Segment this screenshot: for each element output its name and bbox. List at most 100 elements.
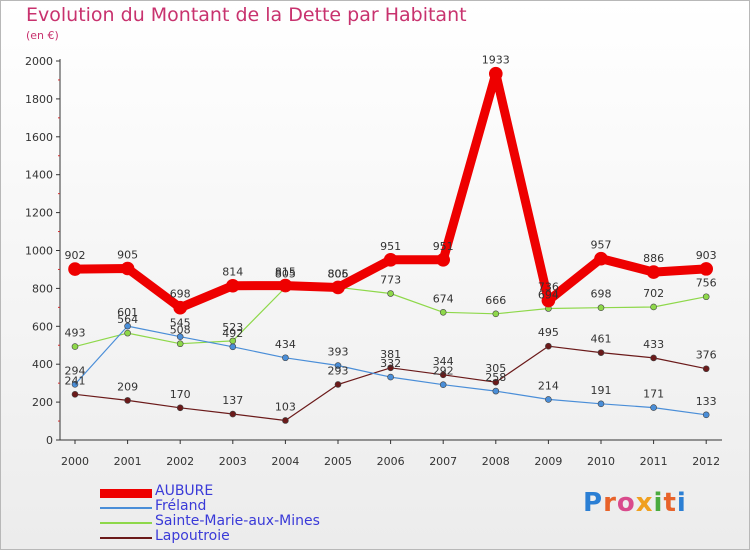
data-point-fr-land <box>334 362 342 369</box>
data-label-lapoutroie: 241 <box>65 374 86 387</box>
data-label-fr-land: 492 <box>222 327 243 340</box>
y-tick-label: 400 <box>32 358 53 371</box>
data-point-aubure <box>594 251 608 266</box>
x-tick-label: 2009 <box>534 455 562 468</box>
data-label-aubure: 1933 <box>482 54 510 67</box>
logo-letter: i <box>676 488 687 518</box>
y-tick-label: 200 <box>32 396 53 409</box>
data-label-sainte-marie-aux-mines: 805 <box>275 267 296 280</box>
data-label-sainte-marie-aux-mines: 756 <box>696 277 717 290</box>
data-label-sainte-marie-aux-mines: 564 <box>117 313 138 326</box>
data-label-fr-land: 545 <box>170 317 191 330</box>
data-label-sainte-marie-aux-mines: 698 <box>591 288 612 301</box>
data-point-fr-land <box>702 411 710 419</box>
logo-letter: o <box>616 488 636 518</box>
data-label-lapoutroie: 344 <box>433 355 454 368</box>
data-label-aubure: 886 <box>643 252 664 265</box>
legend-label: AUBURE <box>155 483 214 499</box>
data-point-aubure <box>68 262 82 276</box>
legend-label: Fréland <box>155 498 207 514</box>
data-point-aubure <box>120 261 135 276</box>
data-point-aubure <box>541 293 556 308</box>
data-point-fr-land <box>650 404 657 411</box>
data-label-lapoutroie: 293 <box>328 364 349 377</box>
axes: 0 200 400 600 800 1000 1200 1400 1600 1800 2000 200… <box>25 55 722 468</box>
data-point-sainte-marie-aux-mines <box>597 304 605 312</box>
y-tick-label: 1200 <box>25 207 53 220</box>
data-point-fr-land <box>545 396 552 403</box>
x-tick-label: 2006 <box>377 455 405 468</box>
data-label-sainte-marie-aux-mines: 702 <box>643 287 664 300</box>
data-point-sainte-marie-aux-mines <box>492 310 500 318</box>
data-labels: 241 209 170 137 103 293 381 344 305 495 461 433 376 4… <box>65 54 717 414</box>
x-tick-label: 2000 <box>61 455 89 468</box>
data-point-sainte-marie-aux-mines <box>124 329 131 337</box>
data-point-fr-land <box>124 322 131 330</box>
data-point-fr-land <box>387 373 394 381</box>
logo-letter: i <box>653 488 664 518</box>
data-point-aubure <box>331 280 345 295</box>
data-label-lapoutroie: 305 <box>485 362 506 375</box>
logo-letter: t <box>663 488 677 518</box>
data-label-sainte-marie-aux-mines: 666 <box>485 294 506 307</box>
data-label-aubure: 902 <box>65 249 86 262</box>
data-label-lapoutroie: 137 <box>222 394 243 407</box>
data-point-lapoutroie <box>282 417 289 424</box>
data-point-lapoutroie <box>387 364 394 372</box>
series-layer <box>68 66 714 424</box>
data-point-lapoutroie <box>334 381 342 388</box>
data-point-lapoutroie <box>439 371 447 379</box>
legend-swatch <box>100 522 152 524</box>
data-label-lapoutroie: 495 <box>538 326 559 339</box>
data-point-sainte-marie-aux-mines <box>387 290 394 297</box>
x-tick-label: 2010 <box>587 455 615 468</box>
data-point-aubure <box>226 278 240 293</box>
data-label-lapoutroie: 170 <box>170 388 191 401</box>
data-label-fr-land: 294 <box>65 364 86 377</box>
data-point-lapoutroie <box>229 410 237 418</box>
data-point-aubure <box>383 252 398 267</box>
data-label-sainte-marie-aux-mines: 508 <box>170 324 191 337</box>
data-label-sainte-marie-aux-mines: 773 <box>380 274 401 287</box>
data-label-fr-land: 601 <box>117 306 138 319</box>
data-label-aubure: 698 <box>170 288 191 301</box>
legend-swatch <box>100 537 152 539</box>
data-point-fr-land <box>71 380 79 388</box>
x-tick-label: 2004 <box>271 455 299 468</box>
data-label-aubure: 957 <box>591 239 612 252</box>
data-label-aubure: 736 <box>538 281 559 294</box>
unit-label: (en €) <box>26 29 59 42</box>
data-label-fr-land: 191 <box>591 384 612 397</box>
legend-swatch <box>100 488 152 498</box>
data-label-aubure: 951 <box>433 240 454 253</box>
data-point-aubure <box>699 262 714 276</box>
data-label-aubure: 814 <box>222 266 243 279</box>
data-point-sainte-marie-aux-mines <box>71 343 79 350</box>
data-label-lapoutroie: 376 <box>696 349 717 362</box>
data-label-fr-land: 258 <box>485 371 506 384</box>
data-label-lapoutroie: 103 <box>275 400 296 413</box>
y-tick-label: 2000 <box>25 55 53 68</box>
data-point-lapoutroie <box>597 349 605 356</box>
logo-letter: x <box>635 488 654 518</box>
logo-letter: r <box>603 488 617 518</box>
data-point-fr-land <box>229 343 237 351</box>
data-label-aubure: 905 <box>117 249 138 262</box>
data-label-aubure: 805 <box>328 267 349 280</box>
data-label-fr-land: 332 <box>380 357 401 370</box>
x-tick-label: 2007 <box>429 455 457 468</box>
y-tick-label: 1600 <box>25 131 53 144</box>
data-point-lapoutroie <box>124 397 131 404</box>
data-point-aubure <box>173 300 187 315</box>
data-point-aubure <box>278 278 293 293</box>
y-tick-label: 1000 <box>25 245 53 258</box>
data-point-sainte-marie-aux-mines <box>439 308 447 316</box>
data-point-lapoutroie <box>545 342 552 350</box>
x-tick-label: 2002 <box>166 455 194 468</box>
data-label-fr-land: 393 <box>328 346 349 359</box>
data-point-fr-land <box>597 400 605 408</box>
x-tick-label: 2001 <box>114 455 142 468</box>
data-label-lapoutroie: 433 <box>643 338 664 351</box>
